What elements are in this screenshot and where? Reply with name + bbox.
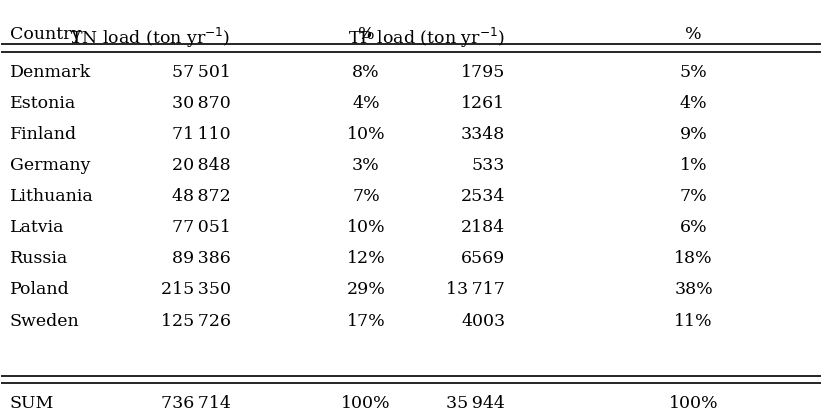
- Text: 2184: 2184: [461, 219, 506, 236]
- Text: Finland: Finland: [10, 126, 76, 143]
- Text: 7%: 7%: [680, 188, 708, 205]
- Text: 77 051: 77 051: [172, 219, 231, 236]
- Text: 736 714: 736 714: [161, 395, 231, 412]
- Text: TN load (ton yr$^{-1}$): TN load (ton yr$^{-1}$): [71, 26, 231, 50]
- Text: 20 848: 20 848: [172, 157, 231, 174]
- Text: Russia: Russia: [10, 250, 68, 267]
- Text: 57 501: 57 501: [172, 64, 231, 80]
- Text: SUM: SUM: [10, 395, 54, 412]
- Text: 10%: 10%: [347, 126, 386, 143]
- Text: 215 350: 215 350: [161, 281, 231, 299]
- Text: Poland: Poland: [10, 281, 69, 299]
- Text: 13 717: 13 717: [446, 281, 506, 299]
- Text: 7%: 7%: [352, 188, 380, 205]
- Text: 71 110: 71 110: [172, 126, 231, 143]
- Text: TP load (ton yr$^{-1}$): TP load (ton yr$^{-1}$): [349, 26, 506, 50]
- Text: 12%: 12%: [347, 250, 386, 267]
- Text: 100%: 100%: [341, 395, 390, 412]
- Text: 3348: 3348: [461, 126, 506, 143]
- Text: 6569: 6569: [461, 250, 506, 267]
- Text: 8%: 8%: [352, 64, 380, 80]
- Text: 100%: 100%: [669, 395, 718, 412]
- Text: %: %: [358, 26, 374, 43]
- Text: 1261: 1261: [461, 95, 506, 112]
- Text: Latvia: Latvia: [10, 219, 64, 236]
- Text: 1%: 1%: [680, 157, 708, 174]
- Text: 35 944: 35 944: [446, 395, 506, 412]
- Text: Country: Country: [10, 26, 81, 43]
- Text: 89 386: 89 386: [172, 250, 231, 267]
- Text: 29%: 29%: [347, 281, 386, 299]
- Text: 10%: 10%: [347, 219, 386, 236]
- Text: Lithuania: Lithuania: [10, 188, 94, 205]
- Text: 1795: 1795: [461, 64, 506, 80]
- Text: 125 726: 125 726: [161, 313, 231, 329]
- Text: 533: 533: [472, 157, 506, 174]
- Text: 4%: 4%: [680, 95, 708, 112]
- Text: 17%: 17%: [347, 313, 386, 329]
- Text: 30 870: 30 870: [172, 95, 231, 112]
- Text: Germany: Germany: [10, 157, 90, 174]
- Text: 48 872: 48 872: [172, 188, 231, 205]
- Text: 6%: 6%: [680, 219, 708, 236]
- Text: 9%: 9%: [680, 126, 708, 143]
- Text: 38%: 38%: [674, 281, 713, 299]
- Text: Estonia: Estonia: [10, 95, 76, 112]
- Text: 3%: 3%: [352, 157, 380, 174]
- Text: %: %: [686, 26, 702, 43]
- Text: 5%: 5%: [680, 64, 708, 80]
- Text: 18%: 18%: [674, 250, 713, 267]
- Text: Sweden: Sweden: [10, 313, 80, 329]
- Text: Denmark: Denmark: [10, 64, 91, 80]
- Text: 4003: 4003: [461, 313, 506, 329]
- Text: 2534: 2534: [461, 188, 506, 205]
- Text: 11%: 11%: [674, 313, 713, 329]
- Text: 4%: 4%: [352, 95, 380, 112]
